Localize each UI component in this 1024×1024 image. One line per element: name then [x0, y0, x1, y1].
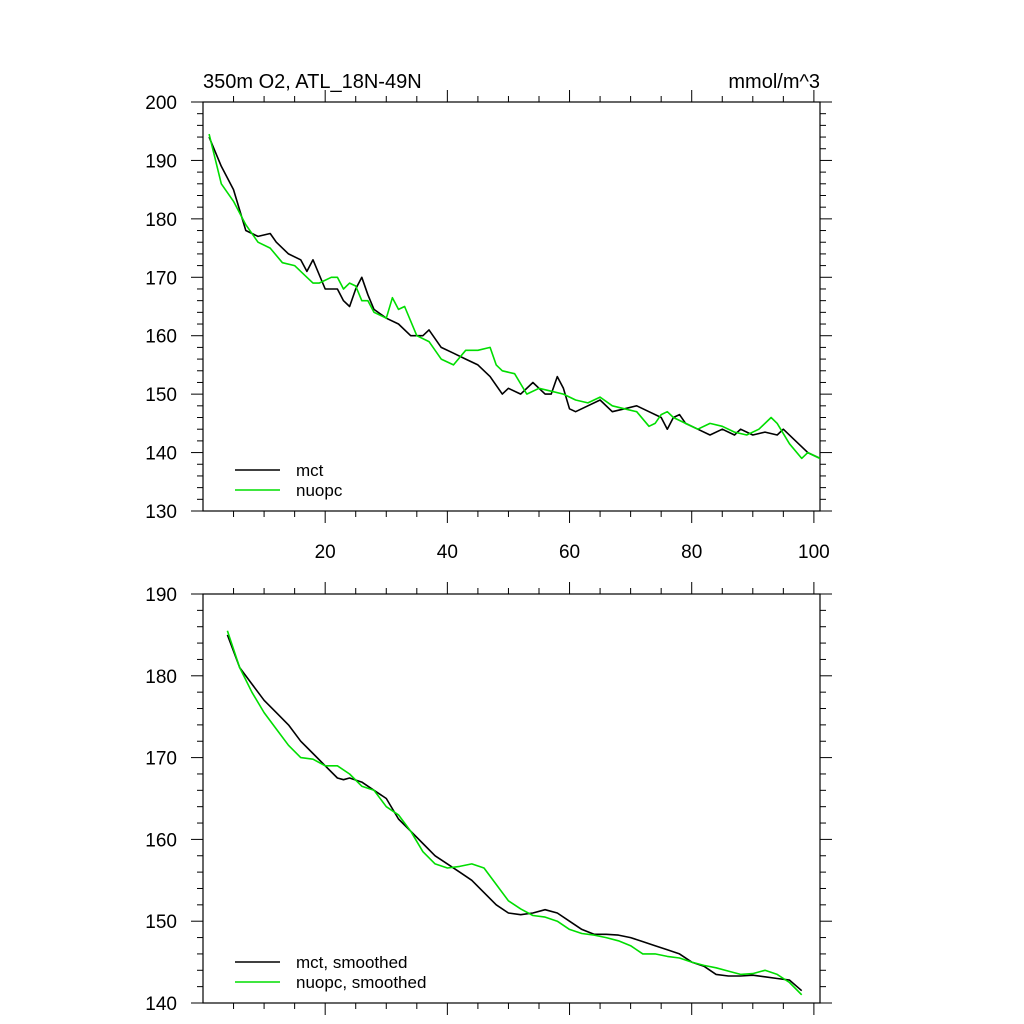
series-line-nuopc-smoothed — [226, 630, 803, 996]
y-tick-label: 130 — [145, 502, 177, 523]
series-layer — [208, 133, 821, 460]
y-tick-label: 160 — [145, 830, 177, 851]
y-tick-label: 150 — [145, 385, 177, 406]
panel-title: 350m O2, ATL_18N-49N — [203, 71, 422, 93]
y-tick-label: 190 — [145, 585, 177, 606]
y-tick-label: 190 — [145, 151, 177, 172]
legend-label-mct-smoothed: mct, smoothed — [296, 953, 408, 972]
units-label: mmol/m^3 — [728, 71, 820, 93]
axis-ticks-smoothed: 140 150 160 170 180 190 — [145, 582, 832, 1015]
series-layer-smoothed — [226, 630, 803, 996]
legend-smoothed: mct, smoothed nuopc, smoothed — [235, 953, 426, 992]
y-tick-label: 180 — [145, 210, 177, 231]
x-tick-label: 20 — [315, 542, 336, 563]
legend: mct nuopc — [235, 461, 343, 500]
plot-frame — [202, 101, 821, 512]
legend-label-nuopc: nuopc — [296, 481, 343, 500]
bottom-panel: 140 150 160 170 180 190 mct, smoothed nuopc, … — [145, 582, 832, 1015]
x-tick-label: 100 — [798, 542, 830, 563]
y-tick-label: 200 — [145, 93, 177, 114]
y-tick-label: 140 — [145, 994, 177, 1015]
y-tick-label: 140 — [145, 444, 177, 465]
axis-ticks: 20 40 60 80 100 130 140 150 160 170 180 190 200 — [145, 90, 832, 563]
y-tick-label: 180 — [145, 667, 177, 688]
plot-frame-smoothed — [202, 593, 821, 1004]
top-panel: 350m O2, ATL_18N-49N mmol/m^3 20 40 60 80 10… — [145, 71, 832, 563]
y-tick-label: 150 — [145, 912, 177, 933]
legend-label-mct: mct — [296, 461, 324, 480]
legend-label-nuopc-smoothed: nuopc, smoothed — [296, 973, 426, 992]
series-line-mct-smoothed — [226, 634, 803, 992]
y-tick-label: 170 — [145, 268, 177, 289]
x-tick-label: 80 — [681, 542, 702, 563]
series-line-mct — [208, 136, 821, 460]
x-tick-label: 60 — [559, 542, 580, 563]
series-line-nuopc — [208, 133, 821, 460]
y-tick-label: 160 — [145, 327, 177, 348]
y-tick-label: 170 — [145, 749, 177, 770]
x-tick-label: 40 — [437, 542, 458, 563]
